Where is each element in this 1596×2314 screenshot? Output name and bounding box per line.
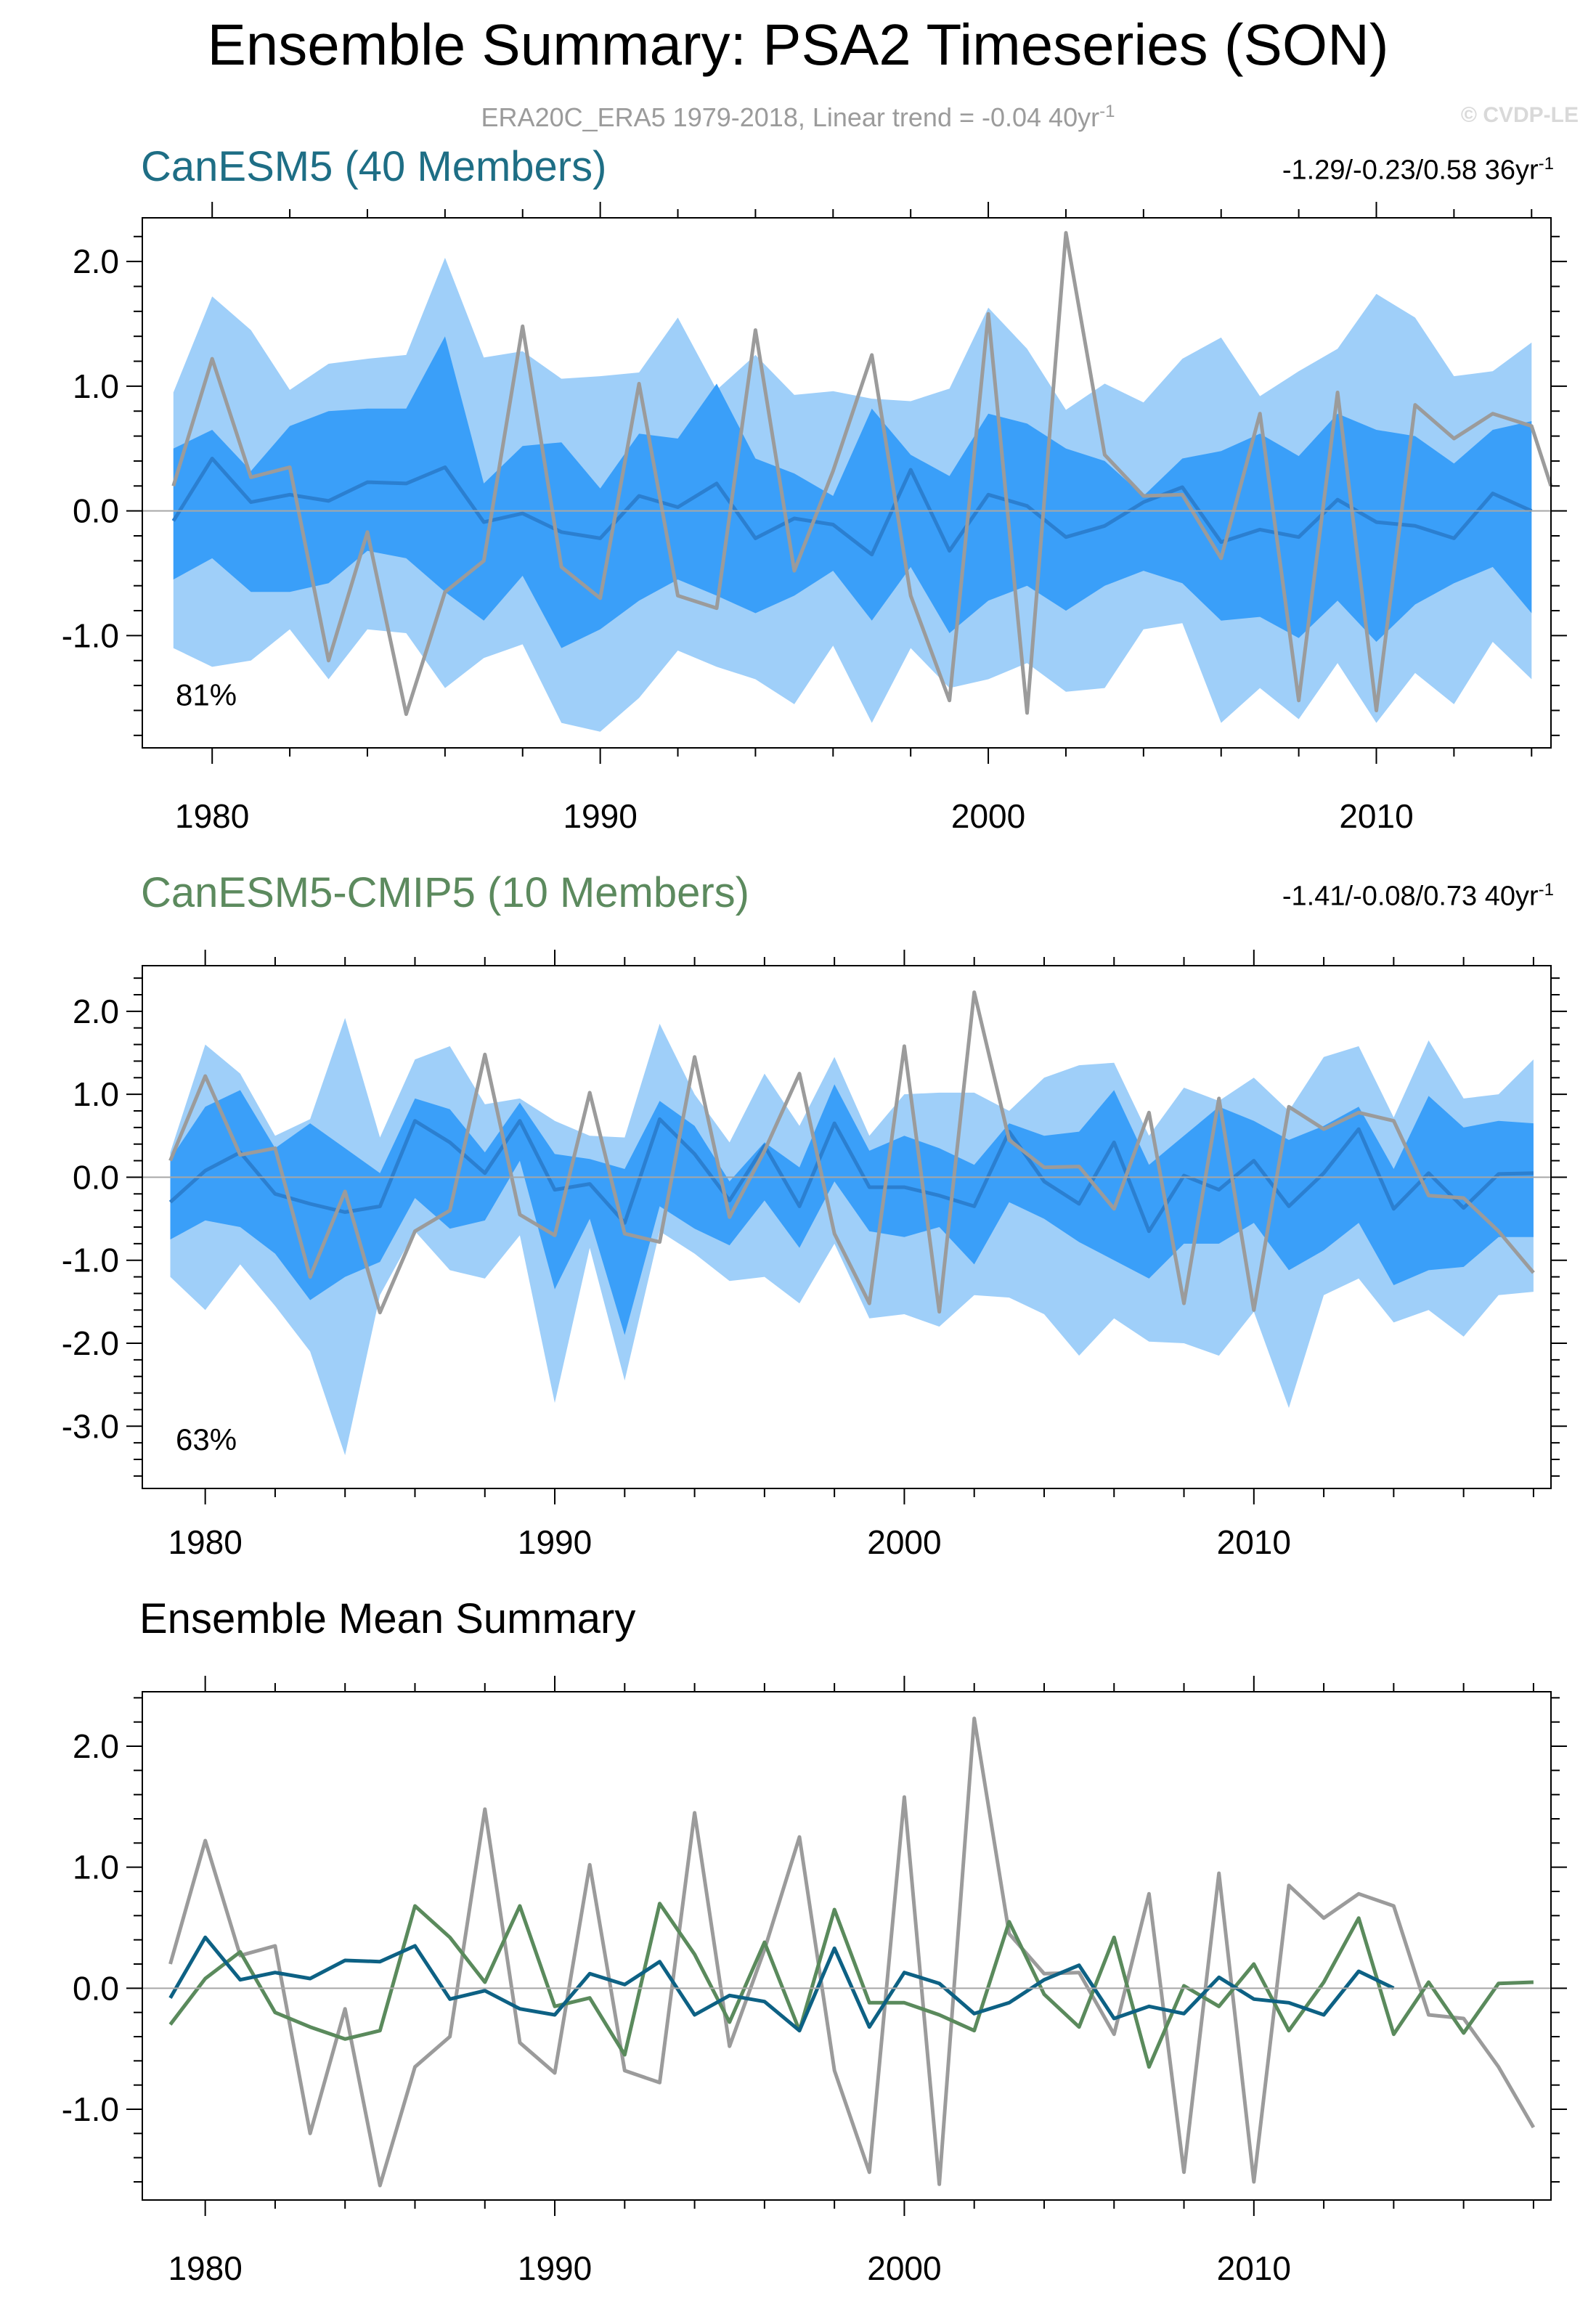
plot-frame: [142, 217, 1552, 749]
y-tick-label: 0.0: [73, 492, 119, 530]
y-tick-label: -2.0: [62, 1324, 119, 1362]
y-tick-label: 1.0: [73, 1849, 119, 1886]
y-tick-label: -1.0: [62, 2090, 119, 2128]
panel-1-trend-text: -1.29/-0.23/0.58 36yr: [1282, 155, 1539, 186]
y-tick-label: 2.0: [73, 243, 119, 280]
y-tick-label: -1.0: [62, 1242, 119, 1279]
panel-2-title: CanESM5-CMIP5 (10 Members): [141, 869, 749, 916]
x-tick-label: 1990: [518, 1523, 592, 1561]
observed-line: [168, 1716, 1536, 2188]
x-tick-label: 2010: [1217, 2249, 1291, 2287]
subtitle-text: ERA20C_ERA5 1979-2018, Linear trend = -0…: [481, 102, 1100, 132]
y-tick-label: 0.0: [73, 1969, 119, 2007]
panel-2-trend: -1.41/-0.08/0.73 40yr-1: [1282, 880, 1554, 913]
x-tick-label: 2010: [1217, 1523, 1291, 1561]
subtitle: ERA20C_ERA5 1979-2018, Linear trend = -0…: [0, 102, 1596, 133]
x-tick-label: 2000: [951, 797, 1025, 835]
ensemble-mean-line: [171, 457, 1533, 557]
main-title: Ensemble Summary: PSA2 Timeseries (SON): [207, 12, 1389, 77]
percent-label: 81%: [176, 677, 237, 712]
x-tick-label: 1980: [168, 2249, 242, 2287]
y-tick-label: 2.0: [73, 993, 119, 1030]
plot-frame: [142, 1691, 1552, 2201]
y-tick-label: 1.0: [73, 1075, 119, 1113]
canesm5-cmip5-mean-line: [168, 1902, 1534, 2069]
x-tick-label: 1980: [175, 797, 249, 835]
x-tick-label: 2010: [1339, 797, 1413, 835]
panel-2-trend-text: -1.41/-0.08/0.73 40yr: [1282, 881, 1539, 912]
x-tick-label: 2000: [867, 2249, 941, 2287]
y-tick-label: -3.0: [62, 1407, 119, 1445]
panel-2-trend-superscript: -1: [1538, 880, 1554, 900]
inner-spread-band: [173, 336, 1532, 648]
ensemble-mean-line: [168, 1117, 1534, 1234]
x-tick-label: 1990: [563, 797, 637, 835]
x-tick-label: 1980: [168, 1523, 242, 1561]
y-tick-label: 1.0: [73, 367, 119, 405]
x-tick-label: 2000: [867, 1523, 941, 1561]
panel-3-title: Ensemble Mean Summary: [139, 1595, 636, 1642]
subtitle-superscript: -1: [1099, 102, 1115, 121]
panel-1-trend-superscript: -1: [1538, 154, 1554, 174]
percent-label: 63%: [176, 1422, 237, 1457]
observed-line: [171, 231, 1553, 717]
panel-3: 2.0 1.0 0.0 -1.0 1980 1990 2000 2010: [62, 1676, 1567, 2287]
canesm5-mean-line: [168, 1935, 1395, 2033]
credit-label: © CVDP-LE: [1460, 103, 1579, 127]
y-tick-label: 2.0: [73, 1727, 119, 1765]
panel-1-title: CanESM5 (40 Members): [141, 143, 607, 190]
y-tick-label: 0.0: [73, 1158, 119, 1196]
x-tick-label: 1990: [518, 2249, 592, 2287]
y-tick-label: -1.0: [62, 616, 119, 654]
panel-1: 2.0 1.0 0.0 -1.0 1980 1990 2000 2010 81%: [62, 202, 1567, 835]
panel-2: 2.0 1.0 0.0 -1.0 -2.0 -3.0 1980 1990 2000 2010 63%: [62, 950, 1567, 1561]
observed-line: [168, 990, 1535, 1315]
inner-spread-band: [170, 1084, 1534, 1335]
panel-1-trend: -1.29/-0.23/0.58 36yr-1: [1282, 154, 1554, 187]
